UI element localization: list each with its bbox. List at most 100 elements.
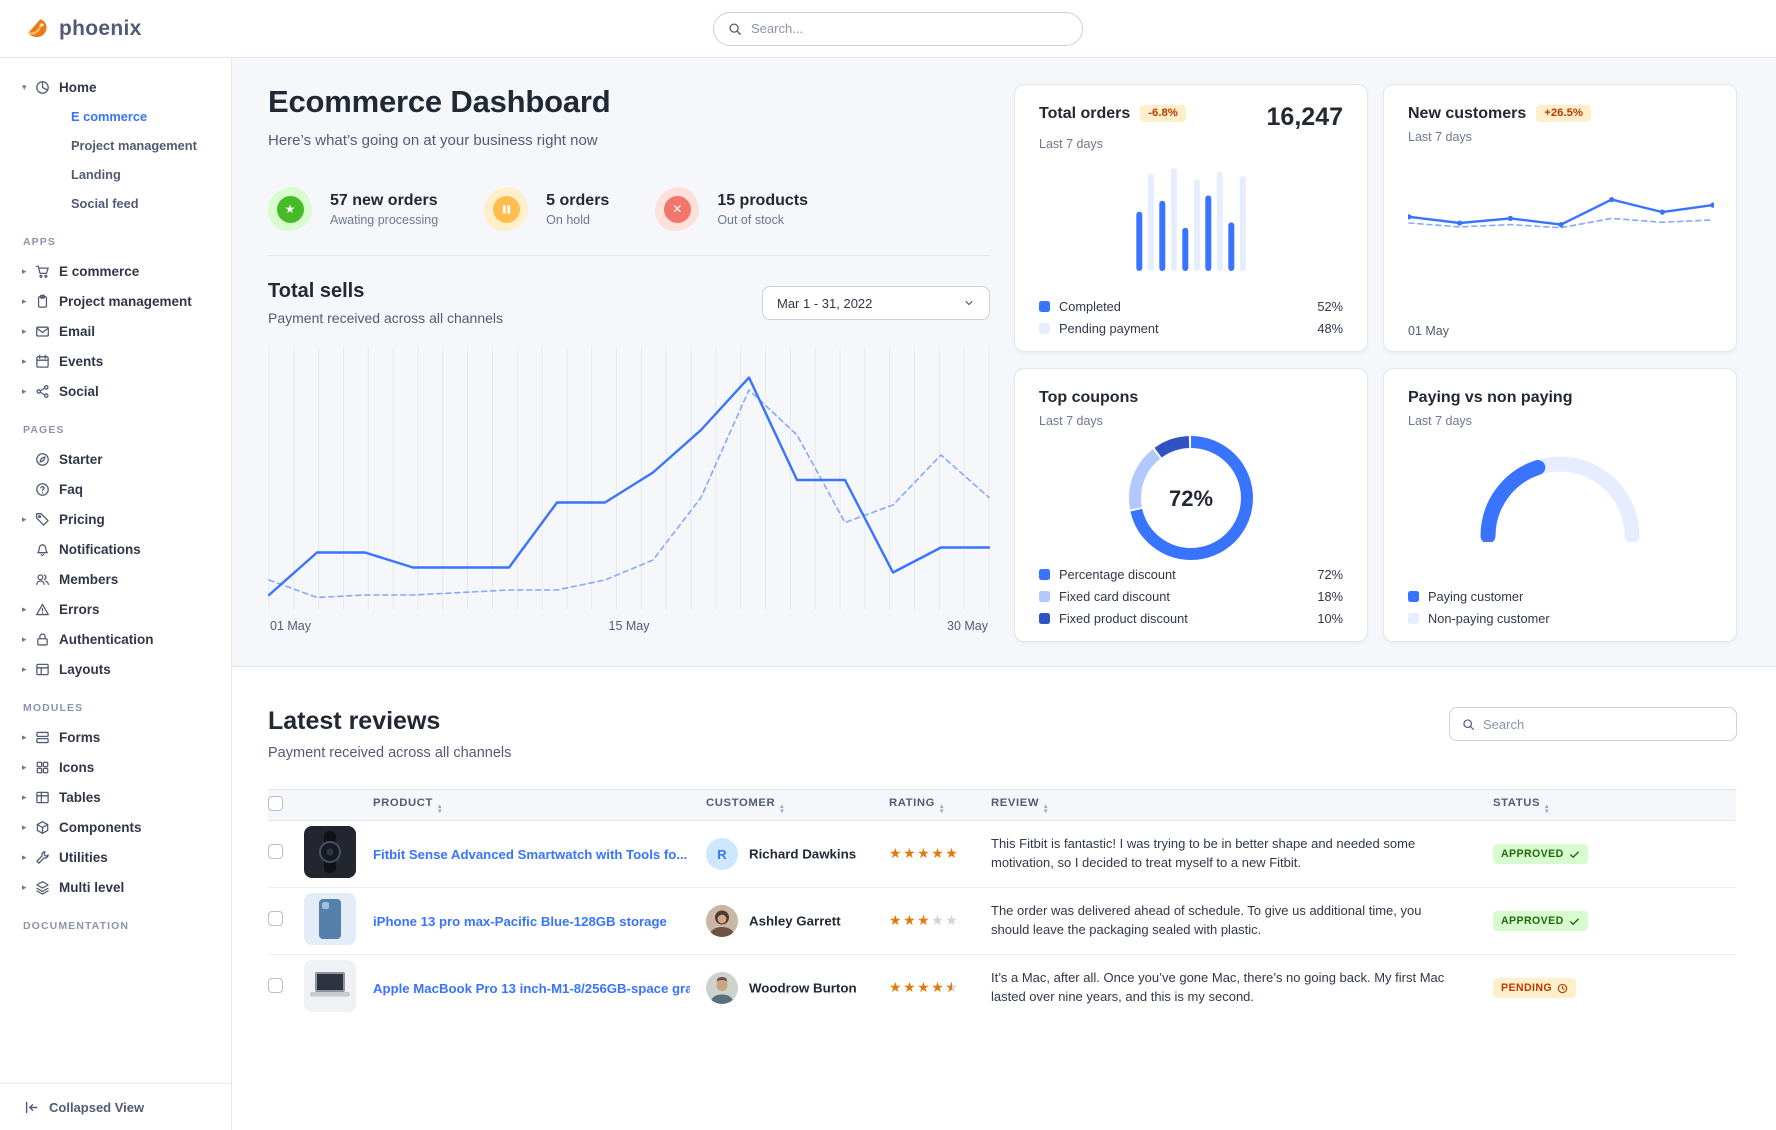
reviews-search[interactable] (1449, 707, 1737, 741)
icons-icon (35, 760, 59, 775)
legend-item: Non-paying customer (1408, 611, 1712, 626)
pie-chart-icon (35, 80, 59, 95)
select-all-checkbox[interactable] (268, 796, 283, 811)
sidebar-item-label: Layouts (59, 661, 111, 677)
sidebar-item-notifications[interactable]: Notifications (12, 534, 221, 564)
legend-bullet (1408, 613, 1419, 624)
sidebar-item-components[interactable]: ▸ Components (12, 812, 221, 842)
sidebar-item-social-feed[interactable]: Social feed (71, 196, 139, 211)
sidebar-item-label: Events (59, 353, 104, 369)
phoenix-logo[interactable]: phoenix (0, 16, 232, 42)
sidebar-item-authentication[interactable]: ▸ Authentication (12, 624, 221, 654)
reviews-title: Latest reviews (268, 707, 441, 735)
caret-icon: ▸ (22, 513, 27, 524)
column-header-rating[interactable]: RATING ▴ ▾ (889, 789, 991, 821)
sidebar-item-project-management[interactable]: ▸ Project management (12, 286, 221, 316)
caret-icon: ▸ (22, 791, 27, 802)
product-link[interactable]: iPhone 13 pro max-Pacific Blue-128GB sto… (373, 913, 667, 929)
sidebar-item-members[interactable]: Members (12, 564, 221, 594)
sidebar-item-project-management[interactable]: Project management (71, 138, 197, 153)
svg-text:72%: 72% (1169, 486, 1213, 511)
sidebar-item-email[interactable]: ▸ Email (12, 316, 221, 346)
sidebar-item-social[interactable]: ▸ Social (12, 376, 221, 406)
legend-bullet (1039, 323, 1050, 334)
reviews-search-input[interactable] (1483, 716, 1724, 732)
sidebar-item-icons[interactable]: ▸ Icons (12, 752, 221, 782)
sort-icon[interactable]: ▴ ▾ (940, 802, 944, 815)
sidebar-item-label: Authentication (59, 631, 154, 647)
new-customers-chart (1408, 160, 1714, 256)
sidebar-item-label: Pricing (59, 511, 105, 527)
sort-icon[interactable]: ▴ ▾ (1044, 802, 1049, 815)
stat-value: 15 products (717, 191, 808, 209)
global-search-input[interactable] (751, 21, 1068, 36)
rating-stars: ★★★★★★ (889, 979, 960, 996)
column-header-review[interactable]: REVIEW ▴ ▾ (991, 789, 1493, 821)
row-checkbox[interactable] (268, 844, 283, 859)
sidebar-item-label: Tables (59, 789, 101, 805)
caret-icon: ▸ (22, 633, 27, 644)
trend-badge: -6.8% (1140, 105, 1186, 123)
legend-label: Completed (1059, 299, 1121, 314)
sidebar-item-label: E commerce (59, 263, 140, 279)
paying-legend: Paying customer Non-paying customer (1408, 582, 1712, 626)
product-link[interactable]: Fitbit Sense Advanced Smartwatch with To… (373, 846, 688, 862)
table-row: iPhone 13 pro max-Pacific Blue-128GB sto… (268, 887, 1736, 955)
sidebar-item-utilities[interactable]: ▸ Utilities (12, 842, 221, 872)
forms-icon (35, 730, 59, 745)
sidebar-section-label-modules: MODULES (23, 702, 84, 714)
sidebar-item-errors[interactable]: ▸ Errors (12, 594, 221, 624)
page-title: Ecommerce Dashboard (268, 84, 611, 119)
sidebar-item-label: Project management (59, 293, 192, 309)
header-search[interactable] (713, 11, 1083, 46)
sidebar-item-home[interactable]: ▾ Home (12, 72, 221, 102)
row-checkbox[interactable] (268, 911, 283, 926)
product-link[interactable]: Apple MacBook Pro 13 inch-M1-8/256GB-spa… (373, 980, 690, 996)
legend-value: 52% (1317, 299, 1343, 314)
caret-icon: ▸ (22, 325, 27, 336)
table-row: Fitbit Sense Advanced Smartwatch with To… (268, 821, 1736, 888)
sidebar-item-forms[interactable]: ▸ Forms (12, 722, 221, 752)
stat-on-hold: 5 orders On hold (484, 187, 609, 231)
customer-name: Ashley Garrett (749, 913, 841, 929)
column-header-product[interactable]: PRODUCT ▴ ▾ (373, 789, 706, 821)
stat-awating-processing: ★ 57 new orders Awating processing (268, 187, 438, 231)
sidebar-item-multi-level[interactable]: ▸ Multi level (12, 872, 221, 902)
sort-icon[interactable]: ▴ ▾ (1545, 802, 1549, 815)
reviews-table-head-row: PRODUCT ▴ ▾ CUSTOMER ▴ ▾ RATING ▴ ▾ REVIEW ▴ ▾ STATU… (268, 789, 1736, 821)
column-header-status[interactable]: STATUS ▴ ▾ (1493, 789, 1736, 821)
dashboard-overview-section: Ecommerce Dashboard Here’s what’s going … (232, 58, 1776, 667)
legend-item: Pending payment 48% (1039, 321, 1343, 336)
column-header-customer[interactable]: CUSTOMER ▴ ▾ (706, 789, 889, 821)
page-subtitle: Here’s what’s going on at your business … (268, 132, 598, 149)
sidebar-item-faq[interactable]: Faq (12, 474, 221, 504)
sort-icon[interactable]: ▴ ▾ (780, 802, 785, 815)
sidebar-item-events[interactable]: ▸ Events (12, 346, 221, 376)
sidebar-item-label: Notifications (59, 541, 141, 557)
reviews-table: PRODUCT ▴ ▾ CUSTOMER ▴ ▾ RATING ▴ ▾ REVIEW ▴ ▾ STATU… (268, 789, 1736, 1022)
row-checkbox[interactable] (268, 978, 283, 994)
legend-item: Fixed product discount 10% (1039, 611, 1343, 626)
sidebar-item-tables[interactable]: ▸ Tables (12, 782, 221, 812)
caret-icon: ▸ (22, 821, 27, 832)
lock-icon (35, 632, 59, 647)
sidebar-item-e-commerce[interactable]: E commerce (71, 109, 148, 124)
date-range-select[interactable]: Mar 1 - 31, 2022 (762, 286, 990, 320)
total-sells-chart: 01 May 15 May 30 May (268, 344, 990, 636)
sidebar-item-layouts[interactable]: ▸ Layouts (12, 654, 221, 684)
sort-icon[interactable]: ▴ ▾ (438, 802, 442, 815)
sidebar-item-starter[interactable]: Starter (12, 444, 221, 474)
reviews-subtitle: Payment received across all channels (268, 745, 512, 761)
card-title: New customers (1408, 105, 1527, 122)
sidebar-item-landing[interactable]: Landing (71, 167, 121, 182)
sidebar-item-e-commerce[interactable]: ▸ E commerce (12, 256, 221, 286)
legend-label: Paying customer (1428, 589, 1524, 604)
card-title: Paying vs non paying (1408, 389, 1573, 406)
sidebar-section-label-documentation: DOCUMENTATION (23, 920, 130, 932)
top-coupons-card: Top coupons Last 7 days 72% Percentage d… (1014, 368, 1368, 642)
card-title: Top coupons (1039, 389, 1139, 406)
collapsed-view-toggle[interactable]: Collapsed View (0, 1083, 231, 1130)
legend-bullet (1408, 591, 1419, 602)
legend-value: 18% (1317, 589, 1343, 604)
sidebar-item-pricing[interactable]: ▸ Pricing (12, 504, 221, 534)
